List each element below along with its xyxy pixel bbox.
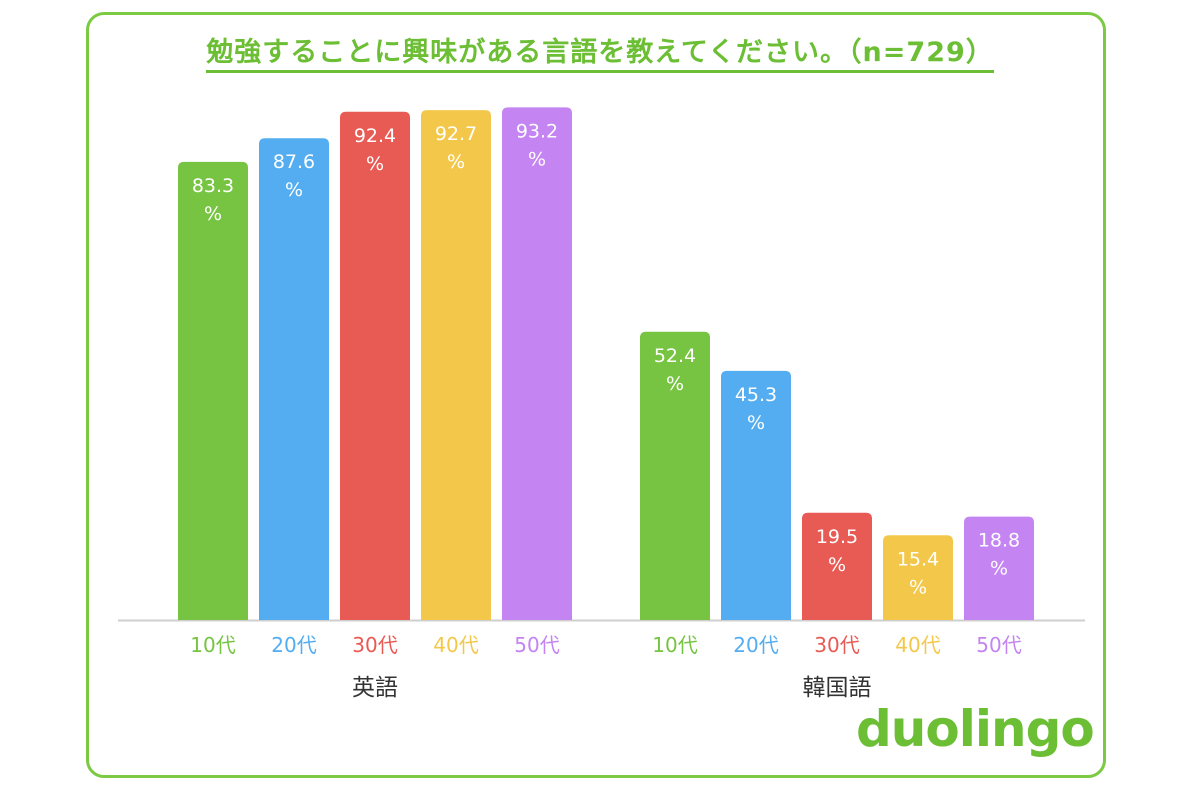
data-label-unit-0-3: %: [447, 151, 465, 173]
tick-label-1-2: 30代: [814, 633, 859, 657]
chart-frame: [86, 12, 1106, 778]
data-label-unit-1-2: %: [828, 554, 846, 576]
data-label-0-2: 92.4: [354, 125, 396, 147]
group-label-1: 韓国語: [803, 675, 872, 701]
bar-1-4: [964, 516, 1034, 620]
bar-1-2: [802, 512, 872, 620]
chart-title: 勉強することに興味がある言語を教えてください。（n=729）: [0, 30, 1200, 73]
data-label-unit-1-1: %: [747, 412, 765, 434]
duolingo-logo: duolingo: [856, 700, 1095, 758]
data-label-unit-0-0: %: [204, 203, 222, 225]
data-label-1-2: 19.5: [816, 526, 858, 548]
data-label-unit-0-1: %: [285, 179, 303, 201]
tick-label-1-0: 10代: [652, 633, 697, 657]
bar-0-2: [340, 111, 410, 621]
data-label-1-4: 18.8: [978, 530, 1020, 552]
data-label-1-3: 15.4: [897, 548, 939, 570]
data-label-unit-1-4: %: [990, 558, 1008, 580]
bar-1-1: [721, 370, 791, 620]
tick-label-0-2: 30代: [352, 633, 397, 657]
tick-label-0-0: 10代: [190, 633, 235, 657]
tick-label-1-1: 20代: [733, 633, 778, 657]
tick-label-1-3: 40代: [895, 633, 940, 657]
data-label-0-4: 93.2: [516, 120, 558, 142]
tick-label-0-3: 40代: [433, 633, 478, 657]
bar-0-4: [502, 107, 572, 620]
data-label-unit-1-0: %: [666, 373, 684, 395]
bar-1-0: [640, 331, 710, 620]
bar-0-3: [421, 110, 491, 621]
bar-1-3: [883, 535, 953, 620]
tick-label-0-4: 50代: [514, 633, 559, 657]
data-label-unit-1-3: %: [909, 576, 927, 598]
group-label-0: 英語: [352, 675, 398, 701]
data-label-0-0: 83.3: [192, 175, 234, 197]
data-label-0-1: 87.6: [273, 151, 315, 173]
data-label-unit-0-2: %: [366, 153, 384, 175]
data-label-unit-0-4: %: [528, 148, 546, 170]
data-label-1-1: 45.3: [735, 384, 777, 406]
bar-0-1: [259, 138, 329, 620]
tick-label-0-1: 20代: [271, 633, 316, 657]
data-label-0-3: 92.7: [435, 123, 477, 145]
data-label-1-0: 52.4: [654, 345, 696, 367]
bar-0-0: [178, 161, 248, 620]
chart-title-text: 勉強することに興味がある言語を教えてください。（n=729）: [206, 37, 994, 73]
tick-label-1-4: 50代: [976, 633, 1021, 657]
